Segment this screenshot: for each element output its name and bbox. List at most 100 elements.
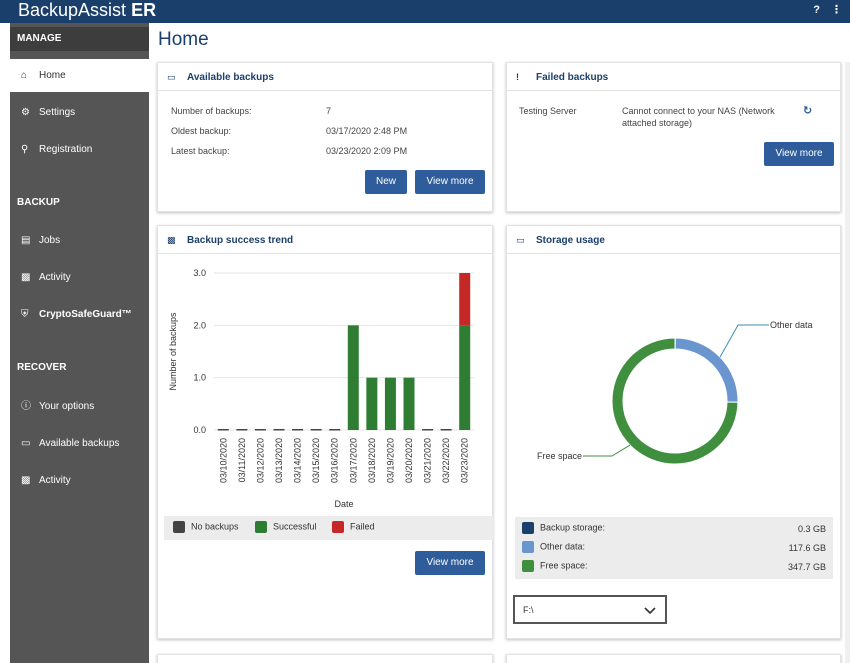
bar-no-backups (422, 429, 434, 431)
bar-successful[interactable] (459, 325, 471, 430)
bar-no-backups (329, 429, 341, 431)
storage-swatch-free (522, 560, 534, 572)
storage-usage-card: ▭ Storage usage Other data Free space Back… (506, 225, 841, 639)
bar-no-backups (440, 429, 452, 431)
next-card-left (157, 654, 493, 663)
failed-server-name: Testing Server (519, 106, 577, 116)
legend-successful: Successful (255, 521, 317, 533)
top-bar: BackupAssist ER ? ⋮ (0, 0, 850, 23)
donut-slice-other-data[interactable] (674, 337, 739, 403)
available-backups-card: ▭ Available backups Number of backups: 7 … (157, 62, 493, 212)
scrollbar-track[interactable] (845, 62, 850, 663)
donut-slice-free-space[interactable] (611, 337, 739, 465)
gear-icon: ⚙ (21, 107, 30, 118)
x-axis-label: Date (334, 499, 353, 509)
sidebar-item-jobs[interactable]: ▤ Jobs (10, 224, 149, 257)
x-tick-label: 03/14/2020 (293, 438, 303, 483)
bar-successful[interactable] (384, 377, 396, 430)
storage-row-backup: Backup storage: 0.3 GB (522, 522, 826, 534)
sidebar-item-cryptosafeguard[interactable]: ⛨ CryptoSafeGuard™ (10, 298, 149, 331)
sidebar: MANAGE ⌂ Home ⚙ Settings ⚲ Registration BAC… (10, 23, 149, 663)
storage-row-other: Other data: 117.6 GB (522, 541, 826, 553)
bar-no-backups (310, 429, 322, 431)
kebab-icon[interactable]: ⋮ (831, 4, 842, 16)
x-tick-label: 03/12/2020 (255, 438, 265, 483)
legend-no-backups: No backups (173, 521, 239, 533)
trend-view-more-button[interactable]: View more (415, 551, 485, 575)
activity-icon: ▩ (21, 475, 31, 486)
bar-successful[interactable] (366, 377, 378, 430)
bar-chart-icon: ▩ (167, 235, 176, 245)
y-tick-label: 0.0 (193, 425, 206, 435)
x-tick-label: 03/16/2020 (330, 438, 340, 483)
bar-successful[interactable] (347, 325, 359, 430)
failed-view-more-button[interactable]: View more (764, 142, 834, 166)
latest-backup-label: Latest backup: (171, 146, 230, 156)
x-tick-label: 03/10/2020 (218, 438, 228, 483)
legend-failed: Failed (332, 521, 375, 533)
y-tick-label: 1.0 (193, 373, 206, 383)
home-icon: ⌂ (21, 70, 28, 81)
trend-legend: No backups Successful Failed (164, 516, 493, 540)
sidebar-item-activity[interactable]: ▩ Activity (10, 261, 149, 294)
sidebar-section-recover: RECOVER (17, 362, 67, 373)
backup-trend-chart: 0.0 1.0 2.0 3.0 03/10/2020 03/11/2020 03/12/20… (168, 268, 474, 509)
x-tick-label: 03/11/2020 (237, 438, 247, 482)
bar-failed[interactable] (459, 273, 471, 326)
next-card-right (506, 654, 841, 663)
backup-trend-header: ▩ Backup success trend (158, 226, 492, 254)
storage-legend: Backup storage: 0.3 GB Other data: 117.6… (515, 517, 833, 579)
callout-other-data: Other data (770, 320, 813, 330)
x-tick-label: 03/15/2020 (311, 438, 321, 483)
bar-no-backups (254, 429, 266, 431)
key-icon: ⚲ (21, 144, 29, 155)
callout-line-free (583, 444, 631, 457)
backup-trend-card: ▩ Backup success trend 0.0 1.0 2.0 3.0 03/10/… (157, 225, 493, 639)
oldest-backup-value: 03/17/2020 2:48 PM (326, 126, 408, 136)
chevron-down-icon (644, 607, 656, 615)
activity-icon: ▩ (21, 272, 31, 283)
bar-no-backups (292, 429, 304, 431)
sidebar-item-settings[interactable]: ⚙ Settings (10, 96, 149, 129)
storage-swatch-other (522, 541, 534, 553)
x-tick-label: 03/18/2020 (367, 438, 377, 483)
new-backup-button[interactable]: New (365, 170, 407, 194)
failed-message-line1: Cannot connect to your NAS (Network (622, 106, 775, 116)
storage-swatch-backup (522, 522, 534, 534)
bar-successful[interactable] (403, 377, 415, 430)
number-of-backups-label: Number of backups: (171, 106, 252, 116)
retry-icon[interactable]: ↻ (803, 105, 813, 117)
number-of-backups-value: 7 (326, 106, 332, 116)
sidebar-item-home[interactable]: ⌂ Home (10, 59, 149, 92)
jobs-icon: ▤ (21, 235, 31, 246)
x-tick-label: 03/22/2020 (441, 438, 451, 483)
drive-icon: ▭ (516, 235, 525, 245)
y-axis-label: Number of backups (168, 312, 178, 391)
alert-icon: ! (516, 72, 519, 82)
sidebar-item-available-backups[interactable]: ▭ Available backups (10, 427, 149, 460)
sidebar-item-registration[interactable]: ⚲ Registration (10, 133, 149, 166)
oldest-backup-label: Oldest backup: (171, 126, 232, 136)
help-icon[interactable]: ? (813, 4, 820, 16)
available-view-more-button[interactable]: View more (415, 170, 485, 194)
failed-backups-header: ! Failed backups (507, 63, 840, 91)
top-icons: ? ⋮ (805, 3, 842, 16)
x-tick-label: 03/23/2020 (460, 438, 470, 483)
sidebar-item-your-options[interactable]: ⓘ Your options (10, 390, 149, 423)
callout-line-other (719, 324, 769, 358)
latest-backup-value: 03/23/2020 2:09 PM (326, 146, 408, 156)
sidebar-section-backup: BACKUP (17, 197, 60, 208)
drive-select[interactable]: F:\ (513, 595, 667, 624)
legend-swatch-no-backups (173, 521, 185, 533)
y-tick-label: 3.0 (193, 268, 206, 278)
storage-value-backup: 0.3 GB (797, 524, 826, 534)
sidebar-item-recover-activity[interactable]: ▩ Activity (10, 464, 149, 497)
x-tick-label: 03/13/2020 (274, 438, 284, 483)
x-tick-label: 03/17/2020 (348, 438, 358, 483)
bar-no-backups (217, 429, 229, 431)
available-backups-header: ▭ Available backups (158, 63, 492, 91)
bar-no-backups (236, 429, 248, 431)
drive-icon: ▭ (167, 72, 176, 82)
callout-free-space: Free space (537, 451, 582, 461)
storage-usage-header: ▭ Storage usage (507, 226, 840, 254)
